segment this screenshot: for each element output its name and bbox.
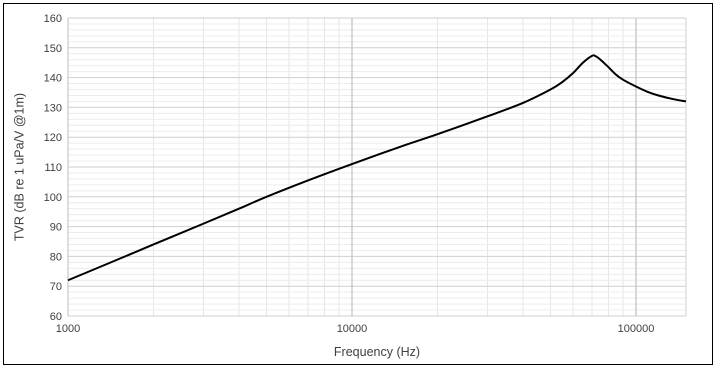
x-tick-labels: 1000 10000 100000 [56, 323, 655, 335]
x-tick-label: 100000 [618, 323, 655, 335]
y-tick-label: 140 [44, 73, 62, 85]
y-axis-title: TVR (dB re 1 uPa/V @1m) [12, 93, 26, 241]
y-tick-label: 100 [44, 192, 62, 204]
tvr-series-line [67, 54, 687, 282]
y-tick-labels: 60 70 80 90 100 110 120 130 140 150 160 [44, 13, 62, 323]
x-axis-title: Frequency (Hz) [334, 345, 420, 359]
x-tick-label: 10000 [337, 323, 368, 335]
y-tick-label: 110 [44, 162, 62, 174]
y-tick-label: 150 [44, 43, 62, 55]
y-tick-label: 90 [50, 222, 62, 234]
chart-frame: 60 70 80 90 100 110 120 130 140 150 160 1000 10000 1… [3, 3, 713, 365]
major-gridlines [67, 17, 687, 317]
x-tick-label: 1000 [56, 323, 80, 335]
y-tick-label: 160 [44, 13, 62, 25]
y-tick-label: 60 [50, 311, 62, 323]
y-tick-label: 70 [50, 281, 62, 293]
y-tick-label: 80 [50, 251, 62, 263]
y-tick-label: 120 [44, 132, 62, 144]
y-tick-label: 130 [44, 102, 62, 114]
